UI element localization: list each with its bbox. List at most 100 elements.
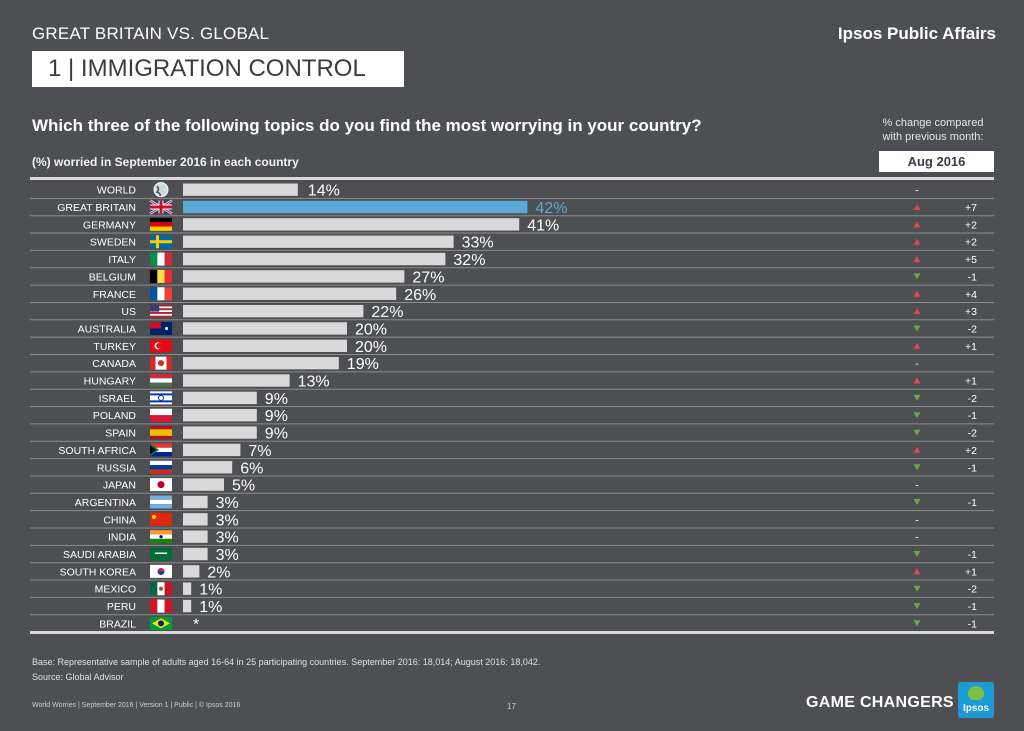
globe-icon [153,182,169,198]
bar [183,287,397,300]
change-up-icon [913,568,921,575]
globe-land [155,185,161,197]
bar [183,530,208,543]
change-down-icon [913,394,921,401]
category-label: INDIA [108,532,136,544]
bar [183,322,347,335]
il-stripe-bottom [150,400,172,403]
value-label: 9% [265,426,288,443]
za-black [150,445,156,455]
value-label: 5% [232,478,255,495]
bar [183,513,208,526]
cn-star [152,514,156,519]
value-label: 9% [265,408,288,425]
change-down-icon [913,412,921,419]
change-up-icon [913,377,921,384]
us-stripe [150,312,172,314]
category-label: JAPAN [103,480,136,492]
category-label: ARGENTINA [75,497,136,509]
change-down-icon [913,325,921,332]
se-cross-h [150,240,172,244]
jp-sun [157,481,165,489]
month-label: Aug 2016 [879,151,994,172]
bar [183,391,257,405]
flag-cn [150,512,172,526]
us-stripe [150,306,172,309]
value-label: 32% [453,252,485,269]
flag-it-stripe [164,252,172,266]
category-label: RUSSIA [97,462,136,474]
change-label: -2 [968,323,977,335]
change-up-icon [913,256,921,263]
change-label: +2 [965,445,977,457]
category-label: TURKEY [93,341,136,353]
il-stripe-top [150,393,172,396]
flag-au [150,321,172,335]
au-star [165,326,168,330]
flag-be-stripe [157,269,165,283]
flag-fr-stripe [150,287,158,301]
bar [183,270,405,283]
flag-fr-stripe [157,287,165,301]
flag-ar-stripe [150,495,172,500]
value-label: 19% [347,356,379,373]
page-number: 17 [507,702,516,711]
flag-pe-stripe [150,599,158,613]
change-up-icon [913,238,921,245]
il-field [150,391,172,405]
change-up-icon [913,221,921,228]
flag-ca-stripe [150,356,156,370]
flag-fr [150,287,172,301]
bar [183,357,339,370]
value-label: 6% [240,460,263,477]
change-label: -1 [968,462,977,474]
bar [183,495,208,509]
globe-circle [153,182,169,198]
change-down-icon [913,429,921,436]
change-label: -2 [968,584,977,596]
bar [183,374,290,387]
flag-ar-stripe [150,499,172,505]
category-label: PERU [107,601,136,613]
category-label: SOUTH KOREA [60,566,136,578]
flag-ru-stripe [150,469,172,474]
change-note: % change compared with previous month: [882,117,984,143]
change-label: -1 [968,549,977,561]
flag-ru [150,460,172,474]
flag-de-stripe [150,226,172,231]
change-label: -1 [968,497,977,509]
value-label: 14% [308,183,340,200]
flag-be [150,269,172,283]
value-label: 3% [216,547,239,564]
value-label: 26% [404,287,436,304]
change-up-icon [913,342,921,349]
us-stripe [150,313,172,316]
us-canton [150,304,160,312]
flag-br [150,616,172,630]
bar [183,183,298,196]
change-up-icon [913,204,921,211]
change-label: -2 [968,428,977,440]
flag-il [150,391,172,405]
flag-in [150,530,172,544]
question-text: Which three of the following topics do y… [32,116,702,135]
flag-hu-stripe [150,382,172,388]
ca-leaf [158,360,164,367]
value-label: 33% [462,235,494,252]
change-label: +2 [965,219,977,231]
flag-ru-stripe [150,460,172,466]
value-label: 3% [216,530,239,547]
change-up-icon [913,290,921,297]
flag-hu-stripe [150,378,172,383]
flag-tr [150,339,172,353]
flag-ca-stripe [166,356,172,370]
flag-mx [150,582,172,596]
change-label: +1 [965,376,977,388]
bar [183,443,241,457]
change-label: - [915,532,919,544]
flag-de-stripe [150,222,172,227]
chart-bottom-rule [30,631,994,634]
category-label: BRAZIL [99,618,136,630]
bar [183,426,257,439]
